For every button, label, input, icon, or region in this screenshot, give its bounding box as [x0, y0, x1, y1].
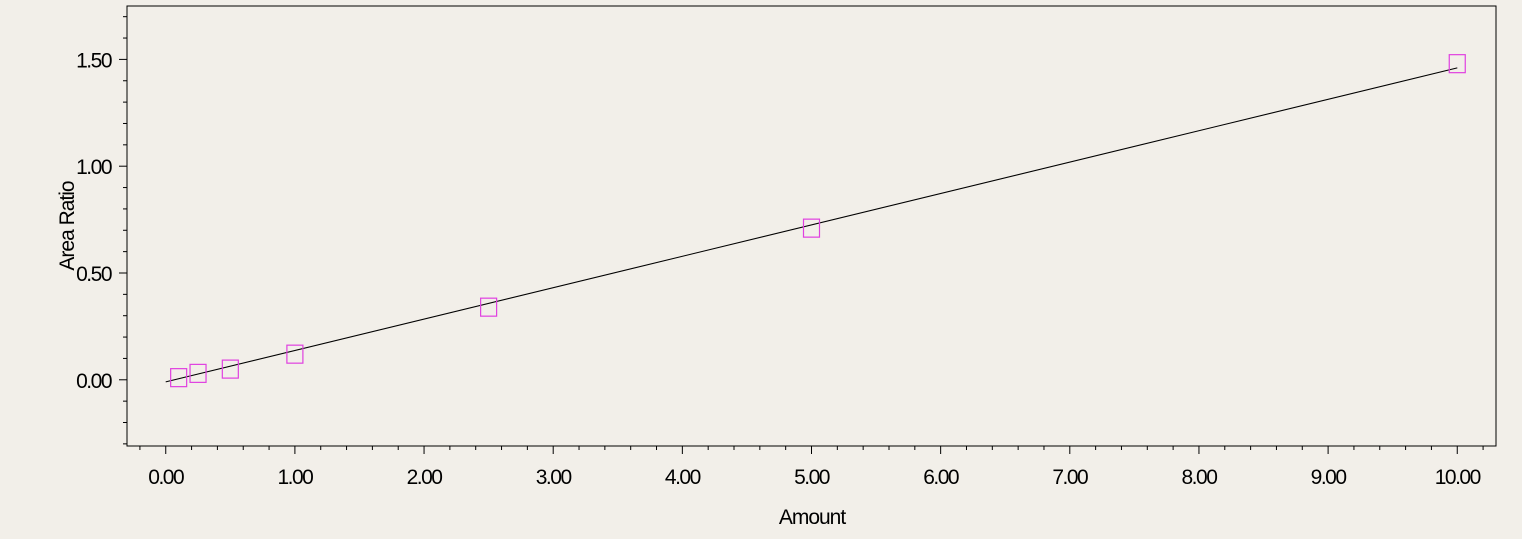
x-tick-label: 5.00 — [794, 466, 830, 489]
data-point-marker — [480, 297, 498, 317]
y-tick-label: 0.50 — [76, 263, 112, 286]
series-layer — [165, 54, 1466, 388]
x-tick-label: 9.00 — [1311, 466, 1347, 489]
y-tick-label: 1.50 — [76, 49, 112, 72]
data-point-marker — [170, 368, 188, 388]
x-tick-label: 2.00 — [407, 466, 443, 489]
data-point-marker — [286, 344, 304, 364]
x-tick-label: 7.00 — [1052, 466, 1088, 489]
x-tick-label: 6.00 — [923, 466, 959, 489]
y-axis: 0.00 0.50 1.00 1.50 — [76, 16, 127, 445]
x-tick-label: 1.00 — [277, 466, 313, 489]
x-tick-label: 10.00 — [1435, 466, 1481, 489]
data-point-marker — [189, 363, 207, 383]
x-tick-label: 0.00 — [148, 466, 184, 489]
calibration-fit-line — [165, 67, 1458, 383]
y-tick-label: 1.00 — [76, 156, 112, 179]
data-point-marker — [221, 359, 239, 379]
y-axis-title: Area Ratio — [56, 181, 79, 271]
data-point-marker — [802, 218, 821, 238]
y-tick-label: 0.00 — [76, 370, 112, 393]
data-point-marker — [1448, 54, 1466, 74]
x-axis-title: Amount — [779, 506, 847, 529]
x-tick-label: 4.00 — [665, 466, 701, 489]
x-tick-label: 3.00 — [536, 466, 572, 489]
x-axis: 0.00 1.00 2.00 3.00 4.00 5.00 6.00 7.00 8.00 9.00… — [139, 446, 1484, 489]
x-tick-label: 8.00 — [1182, 466, 1218, 489]
